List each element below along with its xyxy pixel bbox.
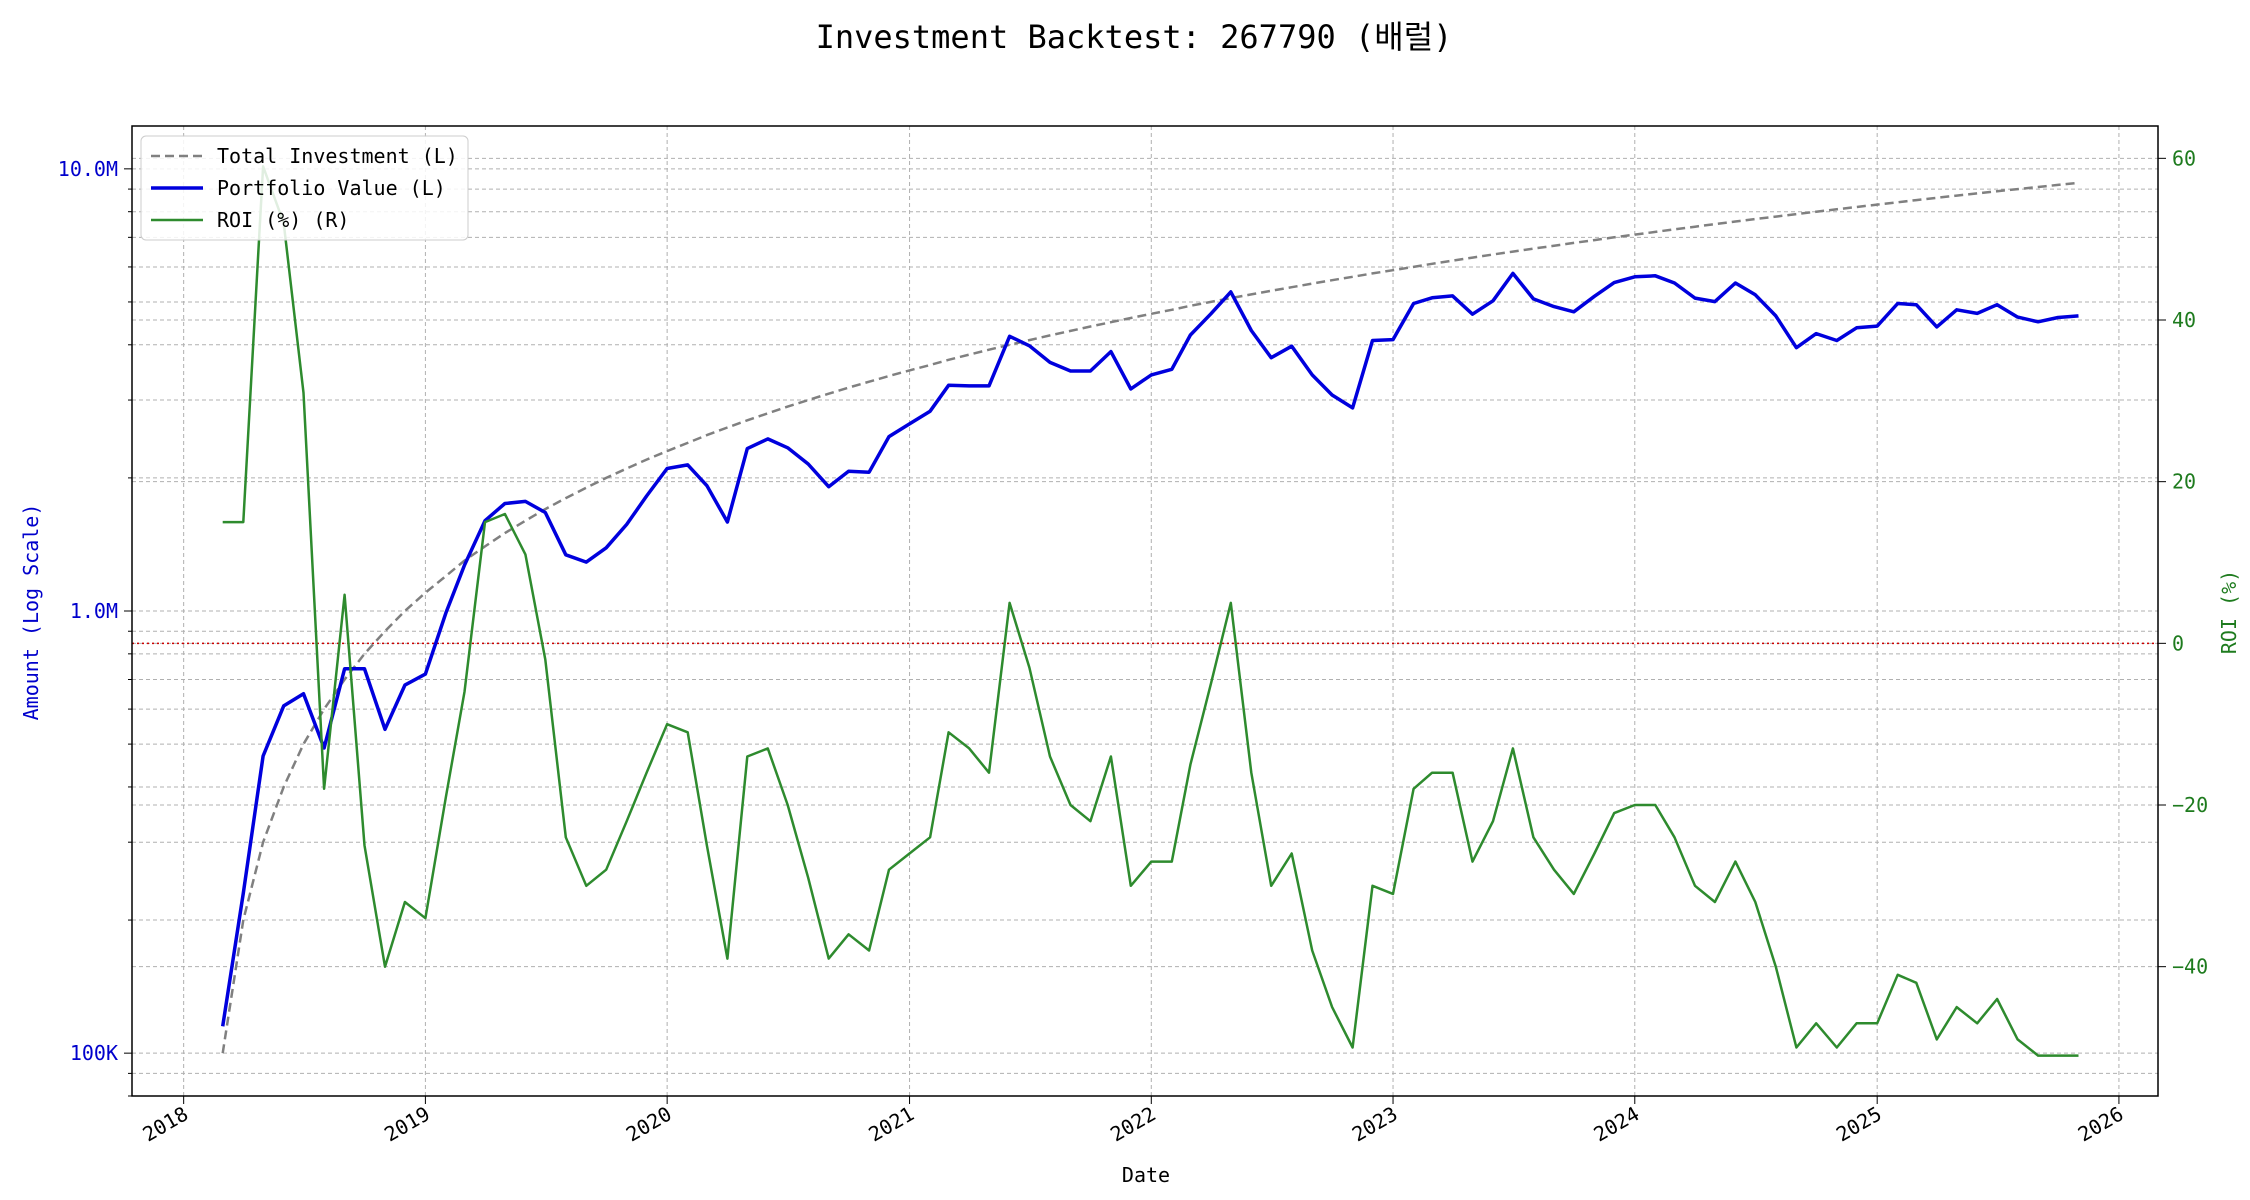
legend-label: Portfolio Value (L) (217, 176, 446, 200)
legend-box (140, 135, 469, 241)
legend: Total Investment (L) Portfolio Value (L) R… (140, 135, 469, 241)
right-tick-label: 40 (2172, 308, 2196, 332)
plot-frame (131, 125, 2159, 1097)
right-tick-label: 60 (2172, 146, 2196, 170)
right-tick-label: 0 (2172, 631, 2184, 655)
right-axis-ticks: −40 −20 0 20 40 60 (2172, 146, 2208, 978)
left-tick-label: 100K (70, 1041, 118, 1065)
series-layer (220, 165, 2079, 1057)
right-tick-label: −40 (2172, 955, 2208, 979)
left-tick-label: 10.0M (58, 157, 118, 181)
portfolio-value-line (220, 271, 2079, 1027)
left-tick-label: 1.0M (70, 599, 118, 623)
legend-label: ROI (%) (R) (217, 208, 349, 232)
left-axis-label: Amount (Log Scale) (19, 504, 43, 721)
legend-label: Total Investment (L) (217, 144, 458, 168)
left-axis-ticks: 100K 1.0M 10.0M (58, 157, 118, 1065)
roi-line (222, 165, 2079, 1057)
total-investment-line (221, 181, 2079, 1054)
right-tick-label: 20 (2172, 470, 2196, 494)
x-axis-label: Date (1122, 1163, 1170, 1187)
right-axis-label: ROI (%) (2217, 570, 2241, 654)
right-tick-label: −20 (2172, 793, 2208, 817)
chart-title: Investment Backtest: 267790 (배럴) (816, 18, 1453, 56)
grid (124, 126, 2166, 1104)
